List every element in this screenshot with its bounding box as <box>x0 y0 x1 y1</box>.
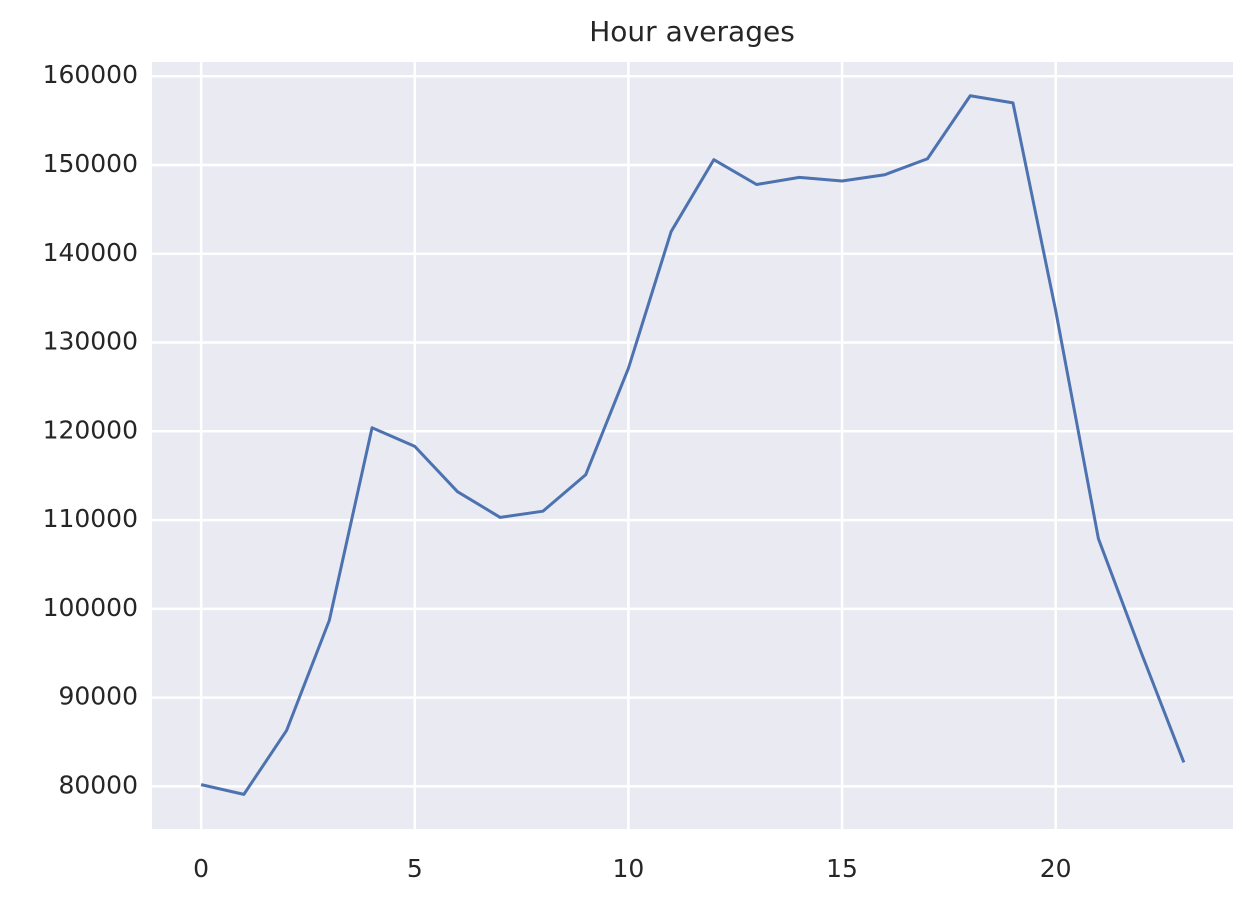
y-tick-label: 110000 <box>43 504 138 533</box>
x-tick-label: 10 <box>613 854 645 883</box>
chart-title: Hour averages <box>589 15 795 48</box>
y-tick-label: 130000 <box>43 327 138 356</box>
y-tick-label: 100000 <box>43 593 138 622</box>
y-tick-label: 140000 <box>43 238 138 267</box>
x-tick-label: 20 <box>1040 854 1072 883</box>
y-tick-label: 120000 <box>43 415 138 444</box>
x-tick-label: 15 <box>826 854 858 883</box>
y-tick-label: 80000 <box>58 770 138 799</box>
x-tick-label: 0 <box>193 854 209 883</box>
y-tick-label: 150000 <box>43 149 138 178</box>
y-tick-label: 90000 <box>58 682 138 711</box>
data-line <box>200 94 1186 796</box>
y-tick-label: 160000 <box>43 60 138 89</box>
x-tick-label: 5 <box>407 854 423 883</box>
plot-area <box>152 62 1233 829</box>
